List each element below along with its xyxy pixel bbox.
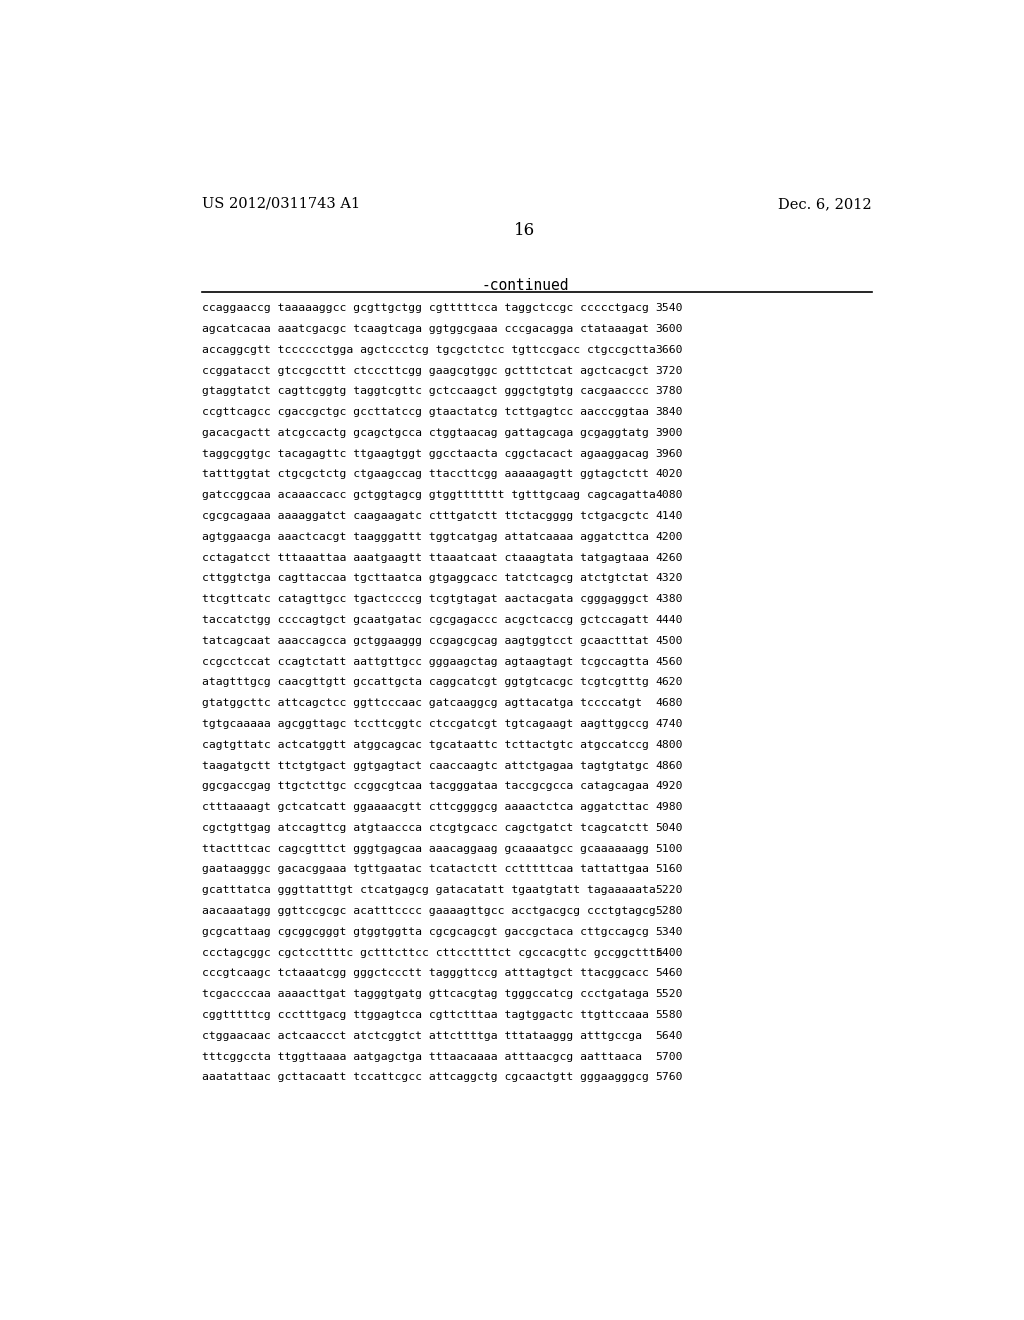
Text: 5280: 5280 — [655, 906, 683, 916]
Text: cgctgttgag atccagttcg atgtaaccca ctcgtgcacc cagctgatct tcagcatctt: cgctgttgag atccagttcg atgtaaccca ctcgtgc… — [202, 822, 648, 833]
Text: 3900: 3900 — [655, 428, 683, 438]
Text: taccatctgg ccccagtgct gcaatgatac cgcgagaccc acgctcaccg gctccagatt: taccatctgg ccccagtgct gcaatgatac cgcgaga… — [202, 615, 648, 624]
Text: 3960: 3960 — [655, 449, 683, 458]
Text: 4980: 4980 — [655, 803, 683, 812]
Text: taggcggtgc tacagagttc ttgaagtggt ggcctaacta cggctacact agaaggacag: taggcggtgc tacagagttc ttgaagtggt ggcctaa… — [202, 449, 648, 458]
Text: 5160: 5160 — [655, 865, 683, 874]
Text: 3720: 3720 — [655, 366, 683, 375]
Text: tgtgcaaaaa agcggttagc tccttcggtc ctccgatcgt tgtcagaagt aagttggccg: tgtgcaaaaa agcggttagc tccttcggtc ctccgat… — [202, 719, 648, 729]
Text: 5580: 5580 — [655, 1010, 683, 1020]
Text: 4920: 4920 — [655, 781, 683, 791]
Text: 4320: 4320 — [655, 573, 683, 583]
Text: 4020: 4020 — [655, 470, 683, 479]
Text: 4500: 4500 — [655, 636, 683, 645]
Text: tatcagcaat aaaccagcca gctggaaggg ccgagcgcag aagtggtcct gcaactttat: tatcagcaat aaaccagcca gctggaaggg ccgagcg… — [202, 636, 648, 645]
Text: ccggatacct gtccgccttt ctcccttcgg gaagcgtggc gctttctcat agctcacgct: ccggatacct gtccgccttt ctcccttcgg gaagcgt… — [202, 366, 648, 375]
Text: agtggaacga aaactcacgt taagggattt tggtcatgag attatcaaaa aggatcttca: agtggaacga aaactcacgt taagggattt tggtcat… — [202, 532, 648, 541]
Text: 3840: 3840 — [655, 407, 683, 417]
Text: gatccggcaa acaaaccacc gctggtagcg gtggttttttt tgtttgcaag cagcagatta: gatccggcaa acaaaccacc gctggtagcg gtggttt… — [202, 490, 655, 500]
Text: 4440: 4440 — [655, 615, 683, 624]
Text: cttggtctga cagttaccaa tgcttaatca gtgaggcacc tatctcagcg atctgtctat: cttggtctga cagttaccaa tgcttaatca gtgaggc… — [202, 573, 648, 583]
Text: ttcgttcatc catagttgcc tgactccccg tcgtgtagat aactacgata cgggagggct: ttcgttcatc catagttgcc tgactccccg tcgtgta… — [202, 594, 648, 605]
Text: tatttggtat ctgcgctctg ctgaagccag ttaccttcgg aaaaagagtt ggtagctctt: tatttggtat ctgcgctctg ctgaagccag ttacctt… — [202, 470, 648, 479]
Text: 5400: 5400 — [655, 948, 683, 957]
Text: gaataagggc gacacggaaa tgttgaatac tcatactctt cctttttcaa tattattgaa: gaataagggc gacacggaaa tgttgaatac tcatact… — [202, 865, 648, 874]
Text: ccaggaaccg taaaaaggcc gcgttgctgg cgtttttcca taggctccgc ccccctgacg: ccaggaaccg taaaaaggcc gcgttgctgg cgttttt… — [202, 304, 648, 313]
Text: aaatattaac gcttacaatt tccattcgcc attcaggctg cgcaactgtt gggaagggcg: aaatattaac gcttacaatt tccattcgcc attcagg… — [202, 1072, 648, 1082]
Text: 5760: 5760 — [655, 1072, 683, 1082]
Text: 5220: 5220 — [655, 886, 683, 895]
Text: 4560: 4560 — [655, 656, 683, 667]
Text: gcatttatca gggttatttgt ctcatgagcg gatacatatt tgaatgtatt tagaaaaata: gcatttatca gggttatttgt ctcatgagcg gataca… — [202, 886, 655, 895]
Text: ccgcctccat ccagtctatt aattgttgcc gggaagctag agtaagtagt tcgccagtta: ccgcctccat ccagtctatt aattgttgcc gggaagc… — [202, 656, 648, 667]
Text: 4860: 4860 — [655, 760, 683, 771]
Text: cggtttttcg ccctttgacg ttggagtcca cgttctttaa tagtggactc ttgttccaaa: cggtttttcg ccctttgacg ttggagtcca cgttctt… — [202, 1010, 648, 1020]
Text: cagtgttatc actcatggtt atggcagcac tgcataattc tcttactgtc atgccatccg: cagtgttatc actcatggtt atggcagcac tgcataa… — [202, 739, 648, 750]
Text: 4680: 4680 — [655, 698, 683, 708]
Text: atagtttgcg caacgttgtt gccattgcta caggcatcgt ggtgtcacgc tcgtcgtttg: atagtttgcg caacgttgtt gccattgcta caggcat… — [202, 677, 648, 688]
Text: 3600: 3600 — [655, 323, 683, 334]
Text: gcgcattaag cgcggcgggt gtggtggtta cgcgcagcgt gaccgctaca cttgccagcg: gcgcattaag cgcggcgggt gtggtggtta cgcgcag… — [202, 927, 648, 937]
Text: 4260: 4260 — [655, 553, 683, 562]
Text: 4080: 4080 — [655, 490, 683, 500]
Text: 5100: 5100 — [655, 843, 683, 854]
Text: 3540: 3540 — [655, 304, 683, 313]
Text: 5640: 5640 — [655, 1031, 683, 1040]
Text: tttcggccta ttggttaaaa aatgagctga tttaacaaaa atttaacgcg aatttaaca: tttcggccta ttggttaaaa aatgagctga tttaaca… — [202, 1052, 642, 1061]
Text: US 2012/0311743 A1: US 2012/0311743 A1 — [202, 197, 359, 211]
Text: gtatggcttc attcagctcc ggttcccaac gatcaaggcg agttacatga tccccatgt: gtatggcttc attcagctcc ggttcccaac gatcaag… — [202, 698, 642, 708]
Text: ggcgaccgag ttgctcttgc ccggcgtcaa tacgggataa taccgcgcca catagcagaa: ggcgaccgag ttgctcttgc ccggcgtcaa tacggga… — [202, 781, 648, 791]
Text: 3780: 3780 — [655, 387, 683, 396]
Text: agcatcacaa aaatcgacgc tcaagtcaga ggtggcgaaa cccgacagga ctataaagat: agcatcacaa aaatcgacgc tcaagtcaga ggtggcg… — [202, 323, 648, 334]
Text: 4800: 4800 — [655, 739, 683, 750]
Text: 4620: 4620 — [655, 677, 683, 688]
Text: 5520: 5520 — [655, 989, 683, 999]
Text: ctttaaaagt gctcatcatt ggaaaacgtt cttcggggcg aaaactctca aggatcttac: ctttaaaagt gctcatcatt ggaaaacgtt cttcggg… — [202, 803, 648, 812]
Text: 5700: 5700 — [655, 1052, 683, 1061]
Text: gacacgactt atcgccactg gcagctgcca ctggtaacag gattagcaga gcgaggtatg: gacacgactt atcgccactg gcagctgcca ctggtaa… — [202, 428, 648, 438]
Text: cgcgcagaaa aaaaggatct caagaagatc ctttgatctt ttctacgggg tctgacgctc: cgcgcagaaa aaaaggatct caagaagatc ctttgat… — [202, 511, 648, 521]
Text: accaggcgtt tcccccctgga agctccctcg tgcgctctcc tgttccgacc ctgccgctta: accaggcgtt tcccccctgga agctccctcg tgcgct… — [202, 345, 655, 355]
Text: tcgaccccaa aaaacttgat tagggtgatg gttcacgtag tgggccatcg ccctgataga: tcgaccccaa aaaacttgat tagggtgatg gttcacg… — [202, 989, 648, 999]
Text: Dec. 6, 2012: Dec. 6, 2012 — [778, 197, 872, 211]
Text: 4740: 4740 — [655, 719, 683, 729]
Text: cctagatcct tttaaattaa aaatgaagtt ttaaatcaat ctaaagtata tatgagtaaa: cctagatcct tttaaattaa aaatgaagtt ttaaatc… — [202, 553, 648, 562]
Text: taagatgctt ttctgtgact ggtgagtact caaccaagtc attctgagaa tagtgtatgc: taagatgctt ttctgtgact ggtgagtact caaccaa… — [202, 760, 648, 771]
Text: 3660: 3660 — [655, 345, 683, 355]
Text: 5040: 5040 — [655, 822, 683, 833]
Text: 5460: 5460 — [655, 969, 683, 978]
Text: ccctagcggc cgctccttttc gctttcttcc cttccttttct cgccacgttc gccggctttc: ccctagcggc cgctccttttc gctttcttcc cttcct… — [202, 948, 663, 957]
Text: -continued: -continued — [481, 277, 568, 293]
Text: ttactttcac cagcgtttct gggtgagcaa aaacaggaag gcaaaatgcc gcaaaaaagg: ttactttcac cagcgtttct gggtgagcaa aaacagg… — [202, 843, 648, 854]
Text: ccgttcagcc cgaccgctgc gccttatccg gtaactatcg tcttgagtcc aacccggtaa: ccgttcagcc cgaccgctgc gccttatccg gtaacta… — [202, 407, 648, 417]
Text: 5340: 5340 — [655, 927, 683, 937]
Text: ctggaacaac actcaaccct atctcggtct attcttttga tttataaggg atttgccga: ctggaacaac actcaaccct atctcggtct attcttt… — [202, 1031, 642, 1040]
Text: 4200: 4200 — [655, 532, 683, 541]
Text: aacaaatagg ggttccgcgc acatttcccc gaaaagttgcc acctgacgcg ccctgtagcg: aacaaatagg ggttccgcgc acatttcccc gaaaagt… — [202, 906, 655, 916]
Text: gtaggtatct cagttcggtg taggtcgttc gctccaagct gggctgtgtg cacgaacccc: gtaggtatct cagttcggtg taggtcgttc gctccaa… — [202, 387, 648, 396]
Text: 4380: 4380 — [655, 594, 683, 605]
Text: 16: 16 — [514, 222, 536, 239]
Text: 4140: 4140 — [655, 511, 683, 521]
Text: cccgtcaagc tctaaatcgg gggctccctt tagggttccg atttagtgct ttacggcacc: cccgtcaagc tctaaatcgg gggctccctt tagggtt… — [202, 969, 648, 978]
